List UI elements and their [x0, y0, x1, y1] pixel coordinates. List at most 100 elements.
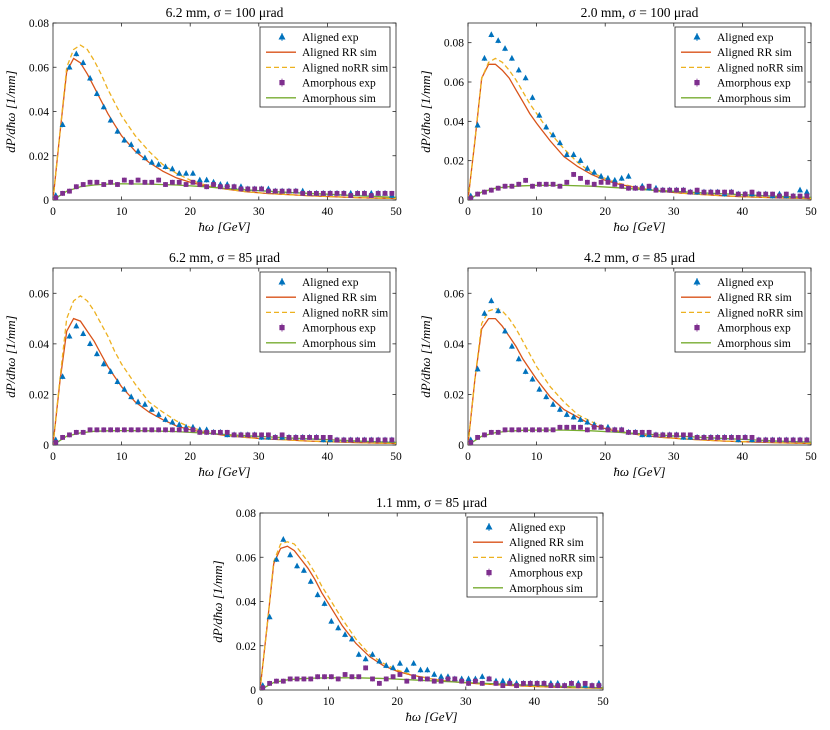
y-axis-label: dP/dħω [1/mm]: [3, 70, 18, 153]
x-tick-label: 10: [116, 451, 128, 463]
data-point-aligned-exp: [803, 188, 810, 195]
legend-label: Aligned exp: [509, 522, 566, 534]
data-point-aligned-exp: [508, 54, 515, 61]
data-point-amorphous-exp: [482, 432, 487, 438]
x-tick-label: 40: [737, 206, 749, 218]
data-point-aligned-exp: [189, 169, 196, 176]
y-tick-label: 0.06: [236, 552, 256, 564]
data-point-amorphous-exp: [245, 432, 251, 438]
data-point-amorphous-exp: [523, 177, 529, 183]
x-axis-label: ħω [GeV]: [613, 464, 665, 479]
data-point-amorphous-exp: [591, 424, 597, 430]
legend-swatch-square: [279, 80, 285, 86]
x-axis-label: ħω [GeV]: [613, 219, 665, 234]
data-point-amorphous-exp: [681, 432, 686, 438]
data-point-aligned-exp: [584, 165, 591, 171]
data-point-amorphous-exp: [502, 427, 508, 433]
series-line-aligned-norr-sim: [53, 294, 396, 445]
y-tick-label: 0.04: [236, 597, 256, 609]
data-point-aligned-exp: [287, 551, 294, 558]
x-tick-label: 10: [531, 451, 543, 463]
legend-label: Aligned noRR sim: [717, 62, 803, 74]
data-point-aligned-exp: [474, 121, 481, 128]
data-point-amorphous-exp: [473, 678, 478, 684]
data-point-amorphous-exp: [169, 179, 175, 185]
data-point-amorphous-exp: [60, 190, 66, 196]
x-tick-label: 20: [184, 451, 196, 463]
data-point-amorphous-exp: [80, 182, 86, 187]
data-point-aligned-exp: [515, 66, 522, 73]
data-point-amorphous-exp: [94, 427, 100, 433]
data-point-amorphous-exp: [687, 189, 693, 195]
data-point-amorphous-exp: [217, 184, 223, 190]
data-point-amorphous-exp: [80, 429, 86, 435]
data-point-amorphous-exp: [115, 427, 120, 433]
data-point-amorphous-exp: [404, 678, 410, 684]
data-point-amorphous-exp: [156, 427, 162, 433]
data-point-amorphous-exp: [389, 190, 395, 196]
data-point-amorphous-exp: [646, 429, 652, 435]
data-point-aligned-exp: [625, 172, 632, 179]
data-point-amorphous-exp: [190, 427, 196, 433]
series-group: [53, 294, 396, 445]
legend-swatch-square: [279, 325, 285, 331]
data-point-amorphous-exp: [770, 191, 775, 197]
data-point-amorphous-exp: [514, 683, 519, 688]
chart-panel-4p2mm-85urad: 4.2 mm, σ = 85 μrad 0 10 20 30 40 50 0 0.02 0.04 0…: [418, 250, 817, 479]
data-point-aligned-exp: [87, 74, 94, 81]
data-point-amorphous-exp: [376, 680, 382, 686]
data-point-aligned-exp: [162, 416, 169, 422]
data-point-amorphous-exp: [521, 680, 526, 686]
data-point-amorphous-exp: [267, 680, 273, 686]
data-point-amorphous-exp: [674, 187, 679, 193]
data-point-aligned-exp: [488, 297, 495, 304]
data-point-amorphous-exp: [328, 674, 334, 680]
data-point-amorphous-exp: [362, 190, 367, 196]
data-point-amorphous-exp: [562, 683, 567, 688]
data-point-amorphous-exp: [619, 427, 625, 433]
legend-swatch-triangle: [278, 33, 286, 40]
data-point-aligned-exp: [556, 406, 563, 412]
data-point-amorphous-exp: [619, 183, 625, 189]
data-point-amorphous-exp: [502, 183, 508, 189]
data-point-amorphous-exp: [204, 184, 210, 190]
data-point-aligned-exp: [321, 600, 328, 606]
y-tick-label: 0.08: [236, 508, 256, 520]
legend-swatch-square: [694, 325, 700, 331]
data-point-amorphous-exp: [279, 188, 285, 194]
legend-label: Amorphous exp: [509, 568, 583, 580]
data-point-amorphous-exp: [569, 680, 574, 686]
data-point-amorphous-exp: [355, 190, 360, 196]
data-point-amorphous-exp: [314, 435, 319, 440]
data-point-amorphous-exp: [687, 432, 693, 438]
data-point-amorphous-exp: [300, 435, 306, 440]
data-point-amorphous-exp: [578, 424, 583, 430]
data-point-amorphous-exp: [749, 189, 755, 195]
data-point-amorphous-exp: [217, 429, 223, 435]
data-point-amorphous-exp: [482, 189, 487, 195]
data-point-aligned-exp: [335, 624, 342, 631]
data-point-amorphous-exp: [293, 188, 299, 194]
y-tick-label: 0.04: [444, 339, 464, 351]
data-point-amorphous-exp: [543, 181, 549, 187]
data-point-aligned-exp: [431, 671, 438, 677]
data-point-amorphous-exp: [274, 678, 279, 684]
data-point-amorphous-exp: [349, 674, 355, 680]
data-point-amorphous-exp: [135, 177, 141, 183]
data-point-amorphous-exp: [500, 683, 506, 688]
data-point-aligned-exp: [114, 378, 121, 384]
x-axis-label: ħω [GeV]: [198, 219, 250, 234]
y-axis-label: dP/dħω [1/mm]: [3, 315, 18, 398]
x-tick-label: 20: [184, 206, 196, 218]
chart-title: 4.2 mm, σ = 85 μrad: [584, 250, 695, 265]
data-point-amorphous-exp: [715, 435, 721, 440]
data-point-amorphous-exp: [582, 680, 588, 686]
data-point-aligned-exp: [300, 567, 307, 573]
data-point-amorphous-exp: [667, 187, 673, 193]
legend-label: Amorphous exp: [302, 78, 376, 90]
data-point-amorphous-exp: [260, 685, 266, 690]
data-point-amorphous-exp: [389, 437, 395, 443]
data-point-amorphous-exp: [804, 193, 810, 199]
data-point-amorphous-exp: [293, 435, 299, 440]
data-point-amorphous-exp: [368, 193, 374, 198]
